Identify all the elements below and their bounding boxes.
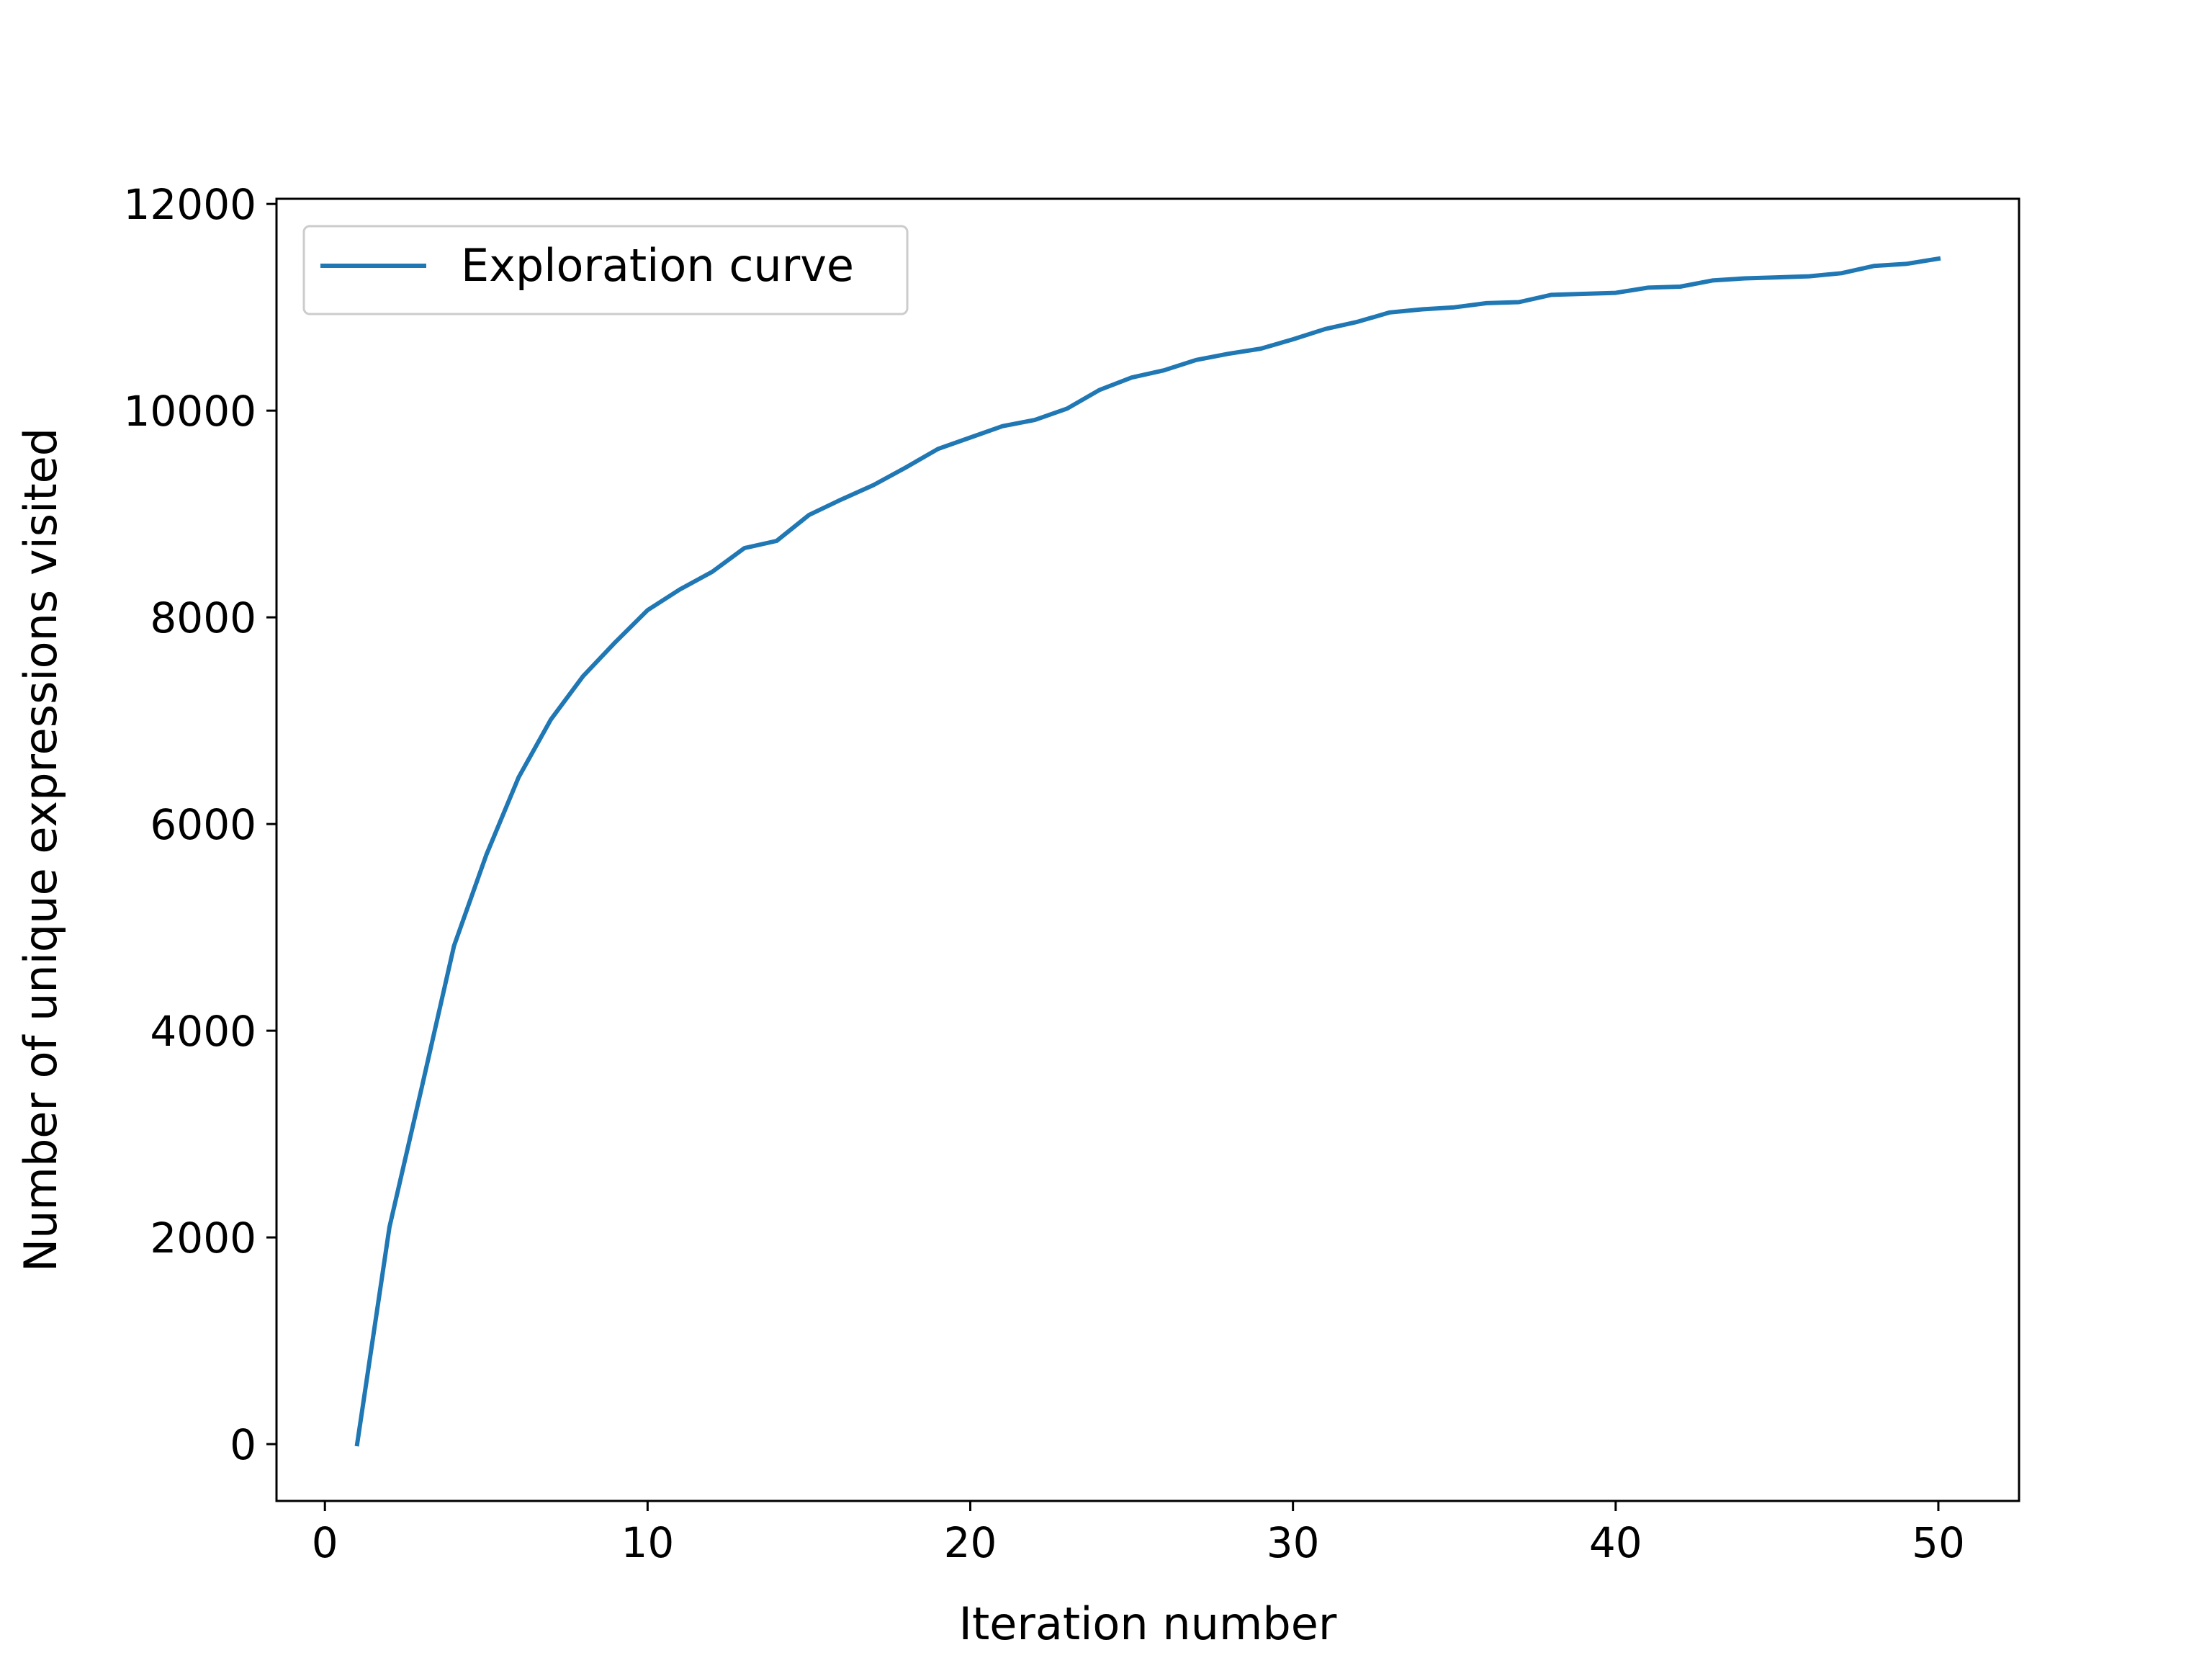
legend-box xyxy=(302,225,909,315)
y-axis-label: Number of unique expressions visited xyxy=(14,428,67,1272)
y-tick-label: 4000 xyxy=(150,1007,256,1056)
x-tick-label: 10 xyxy=(621,1518,674,1567)
y-tick-label: 8000 xyxy=(150,593,256,642)
x-axis-label: Iteration number xyxy=(959,1597,1337,1650)
y-tick-label: 6000 xyxy=(150,800,256,849)
x-tick-label: 0 xyxy=(312,1518,338,1567)
legend-label-exploration-curve: Exploration curve xyxy=(461,239,854,292)
x-tick-label: 50 xyxy=(1912,1518,1965,1567)
y-tick-label: 0 xyxy=(230,1420,256,1469)
series-line-exploration-curve xyxy=(354,256,1941,1447)
x-tick-label: 40 xyxy=(1589,1518,1642,1567)
x-tick-label: 30 xyxy=(1267,1518,1320,1567)
legend: Exploration curve xyxy=(302,225,909,315)
y-tick-label: 10000 xyxy=(123,387,256,436)
y-tick-label: 12000 xyxy=(123,180,256,229)
x-tick-label: 20 xyxy=(944,1518,997,1567)
axes-frame xyxy=(275,197,2020,1502)
y-tick-label: 2000 xyxy=(150,1214,256,1263)
